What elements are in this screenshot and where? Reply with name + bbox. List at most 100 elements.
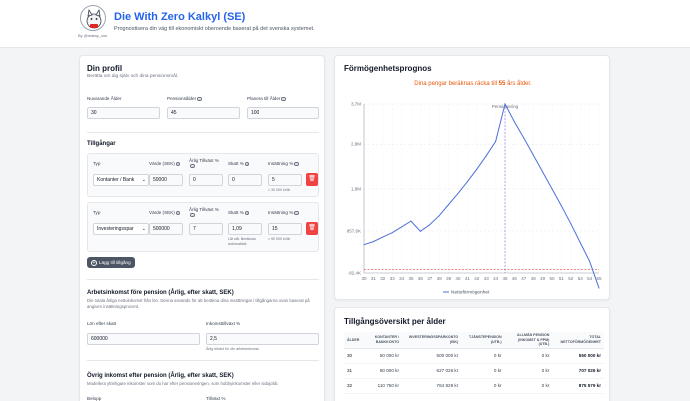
data-point — [560, 205, 562, 207]
data-point — [429, 224, 431, 226]
app-subtitle: Prognostisera din väg till ekonomiskt ob… — [114, 26, 315, 32]
delete-asset-button[interactable]: 🗑 — [306, 173, 318, 186]
profile-title: Din profil — [87, 64, 123, 73]
info-icon[interactable]: i — [244, 210, 250, 216]
logo-credit: By @matay_cue — [78, 33, 108, 38]
info-icon[interactable]: i — [175, 210, 181, 216]
column-header: TOTAL NETTOFÖRMÖGENHET — [552, 332, 604, 349]
salary-input[interactable]: 600000 — [87, 333, 200, 345]
table-row: 32 110 750 kr 764 829 kr 0 kr 0 kr 875 579 kr — [344, 378, 604, 394]
data-point — [448, 204, 450, 206]
x-tick-label: 36 — [418, 276, 424, 281]
assets-title: Tillgångar — [87, 141, 116, 147]
trash-icon: 🗑 — [308, 225, 316, 231]
current-age-label: Nuvarande Ålder — [87, 96, 122, 101]
asset-value-input[interactable]: 50000 — [149, 174, 183, 186]
asset-deposit-input[interactable]: 5 — [268, 174, 302, 186]
pension-age-input[interactable]: 45 — [167, 107, 240, 119]
table-cell: 627 026 kr — [402, 363, 462, 379]
column-header: TJÄNSTEPENSION (UTB.) — [461, 332, 505, 349]
info-icon[interactable]: i — [197, 96, 202, 102]
x-tick-label: 47 — [521, 276, 527, 281]
add-asset-button[interactable]: + Lägg till tillgång — [87, 257, 135, 268]
x-tick-label: 44 — [493, 276, 499, 281]
delete-asset-button[interactable]: 🗑 — [306, 222, 318, 235]
asset-value-input[interactable]: 500000 — [149, 223, 183, 235]
income-growth-input[interactable]: 2,5 — [206, 333, 319, 345]
asset-type-select[interactable]: Investeringsspar ⌄ — [93, 223, 149, 235]
asset-tax-input[interactable]: 0 — [228, 174, 262, 186]
pre-income-description: Din totala årliga nettoinkomst från lön.… — [87, 298, 310, 309]
info-icon[interactable]: i — [281, 96, 286, 102]
chevron-down-icon: ⌄ — [141, 177, 146, 183]
tax-label: Skatt % i — [228, 210, 250, 216]
data-point — [504, 103, 506, 105]
table-cell: 550 000 kr — [552, 348, 604, 364]
asset-growth-input[interactable]: 7 — [189, 223, 223, 235]
column-header: INVESTERINGSSPARKONTO (ISK) — [402, 332, 462, 349]
data-point — [419, 230, 421, 232]
table-cell: 764 829 kr — [402, 378, 462, 394]
info-icon[interactable]: i — [175, 161, 181, 167]
y-tick-label: -82,4K — [348, 271, 361, 276]
x-tick-label: 48 — [531, 276, 537, 281]
x-tick-label: 55 — [596, 276, 602, 281]
table-cell: 50 000 kr — [362, 348, 403, 364]
plan-age-input[interactable]: 100 — [247, 107, 319, 119]
overview-card: Tillgångsöversikt per ålder ÅLDER KONTANT… — [334, 307, 610, 401]
asset-card: Typ Investeringsspar ⌄ Värde (SEK) i 50000… — [87, 202, 319, 252]
data-point — [401, 226, 403, 228]
x-tick-label: 51 — [559, 276, 565, 281]
data-point — [589, 260, 591, 262]
x-tick-label: 31 — [371, 276, 377, 281]
plan-age-label: Planera till Ålder i — [247, 96, 286, 102]
app-header: By @matay_cue Die With Zero Kalkyl (SE) … — [0, 0, 690, 48]
data-point — [476, 168, 478, 170]
data-point — [542, 171, 544, 173]
table-cell: 32 — [344, 378, 363, 394]
x-tick-label: 40 — [455, 276, 461, 281]
data-point — [551, 188, 553, 190]
y-tick-label: 857,6K — [347, 229, 361, 234]
table-row: 31 80 000 kr 627 026 kr 0 kr 0 kr 707 026 kr — [344, 363, 604, 379]
data-point — [457, 192, 459, 194]
x-tick-label: 53 — [578, 276, 584, 281]
info-icon[interactable]: i — [294, 210, 299, 216]
table-cell: 875 579 kr — [552, 378, 604, 394]
asset-growth-input[interactable]: 0 — [189, 174, 223, 186]
y-tick-label: 2,8M — [351, 142, 361, 147]
info-icon[interactable]: i — [190, 212, 195, 218]
info-icon[interactable]: i — [244, 161, 250, 167]
asset-deposit-input[interactable]: 15 — [268, 223, 302, 235]
deposit-label: Insättning % i — [268, 210, 299, 216]
info-icon[interactable]: i — [294, 161, 299, 167]
table-cell: 0 kr — [461, 348, 505, 364]
x-tick-label: 39 — [446, 276, 452, 281]
pre-income-title: Arbetsinkomst före pension (Årlig, efter… — [87, 290, 234, 296]
data-point — [485, 155, 487, 157]
overview-table: ÅLDER KONTANTER / BANKKONTO INVESTERINGSSP… — [344, 332, 604, 394]
current-age-input[interactable]: 30 — [87, 107, 160, 119]
data-point — [579, 242, 581, 244]
table-cell: 31 — [344, 363, 363, 379]
asset-type-select[interactable]: Kontanter / Bank ⌄ — [93, 174, 149, 186]
table-cell: 0 kr — [504, 363, 553, 379]
data-point — [363, 244, 365, 246]
y-tick-label: 3,7M — [351, 102, 361, 107]
pension-age-label: Pensionsålder i — [167, 96, 202, 102]
info-icon[interactable]: i — [190, 163, 195, 169]
data-point — [513, 121, 515, 123]
x-tick-label: 45 — [502, 276, 508, 281]
column-header: ALLMÄN PENSION (INKOMST & PPM) (UTB.) — [504, 332, 553, 349]
data-point — [495, 141, 497, 143]
post-growth-label: Tillväxt % — [206, 396, 226, 401]
table-cell: 30 — [344, 348, 363, 364]
tax-label: Skatt % i — [228, 161, 250, 167]
x-tick-label: 30 — [361, 276, 367, 281]
asset-tax-input[interactable]: 1,09 — [228, 223, 262, 235]
post-amount-label: Belopp — [87, 396, 102, 401]
net-worth-line — [363, 102, 600, 289]
chevron-down-icon: ⌄ — [141, 226, 146, 232]
deposit-hint: ≈ 30 000 kr/år — [268, 188, 291, 192]
